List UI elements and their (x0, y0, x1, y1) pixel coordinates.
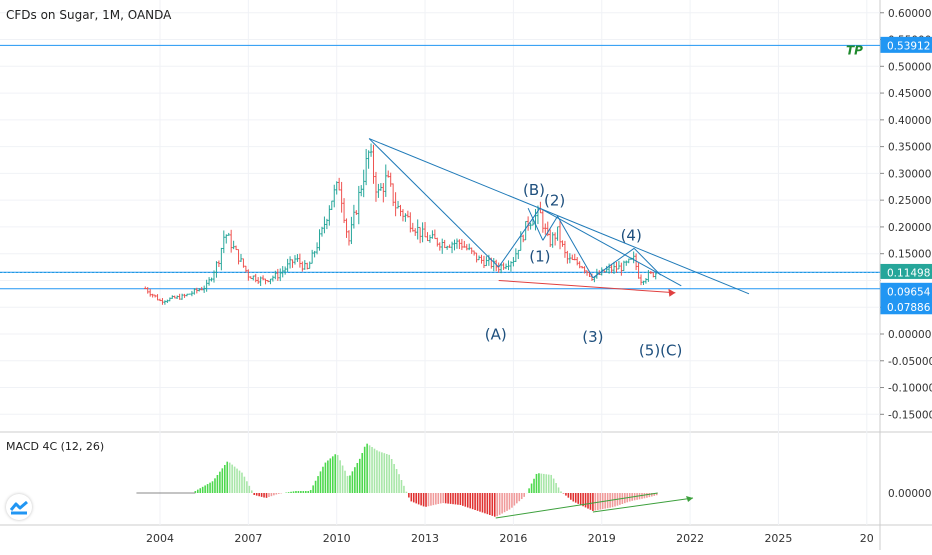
trendline (539, 207, 682, 287)
wave-1-label: (1) (529, 248, 550, 266)
wave-B-label: (B) (523, 181, 545, 199)
price-tick-label: 0.00000 (888, 329, 931, 341)
trendline (542, 215, 559, 241)
support-2-badge-bg (880, 298, 932, 315)
tp-price-badge-bg (880, 36, 932, 53)
macd-title: MACD 4C (12, 26) (6, 440, 105, 453)
time-tick-label: 2010 (323, 532, 351, 545)
time-tick-label: 2004 (146, 532, 174, 545)
wave-5C-label: (5)(C) (639, 341, 682, 359)
trendline (527, 207, 544, 241)
projection-line (498, 279, 676, 294)
tradingview-logo-icon[interactable] (6, 494, 32, 520)
wave-3-label: (3) (582, 328, 603, 346)
symbol-title: CFDs on Sugar, 1M, OANDA (6, 8, 172, 22)
price-tick-label: 0.50000 (888, 61, 931, 73)
price-tick-label: -0.15000 (888, 409, 932, 421)
price-tick-label: -0.05000 (888, 356, 932, 368)
trendline (557, 215, 594, 279)
price-tick-label: 0.45000 (888, 88, 931, 100)
trendline (368, 138, 500, 268)
price-tick-label: -0.10000 (888, 383, 932, 395)
wave-2-label: (2) (544, 192, 565, 210)
price-tick-label: 0.25000 (888, 195, 931, 207)
macd-divergence-line (592, 497, 694, 513)
price-tick-label: 0.20000 (888, 222, 931, 234)
projection-arrow-icon (668, 288, 676, 297)
last-price-badge: 0.11498 (887, 267, 930, 279)
tp-price-badge: 0.53912 (887, 40, 930, 52)
macd-divergence-line (495, 492, 658, 519)
time-tick-label: 2016 (499, 532, 527, 545)
trendline (368, 138, 750, 295)
price-tick-label: 0.15000 (888, 249, 931, 261)
time-tick-label: 2022 (676, 532, 704, 545)
support-1-badge: 0.09654 (887, 286, 931, 298)
macd-zero-label: 0.00000 (888, 488, 931, 500)
candles-group (144, 143, 657, 305)
macd-histogram (194, 443, 658, 517)
time-tick-label: 2007 (234, 532, 262, 545)
time-tick-label: 2019 (588, 532, 616, 545)
price-tick-label: 0.60000 (888, 8, 931, 20)
wave-4-label: (4) (621, 226, 642, 244)
macd-arrow-icon (686, 496, 694, 502)
price-tick-label: 0.40000 (888, 115, 931, 127)
time-tick-label: 2025 (764, 532, 792, 545)
support-2-badge: 0.07886 (887, 302, 931, 314)
price-tick-label: 0.30000 (888, 168, 931, 180)
time-tick-label: 20 (860, 532, 874, 545)
price-tick-label: 0.35000 (888, 142, 931, 154)
trendline (633, 247, 662, 276)
trendline (592, 247, 635, 279)
time-tick-label: 2013 (411, 532, 439, 545)
tp-label: TP (846, 43, 863, 57)
wave-A-label: (A) (485, 325, 507, 343)
